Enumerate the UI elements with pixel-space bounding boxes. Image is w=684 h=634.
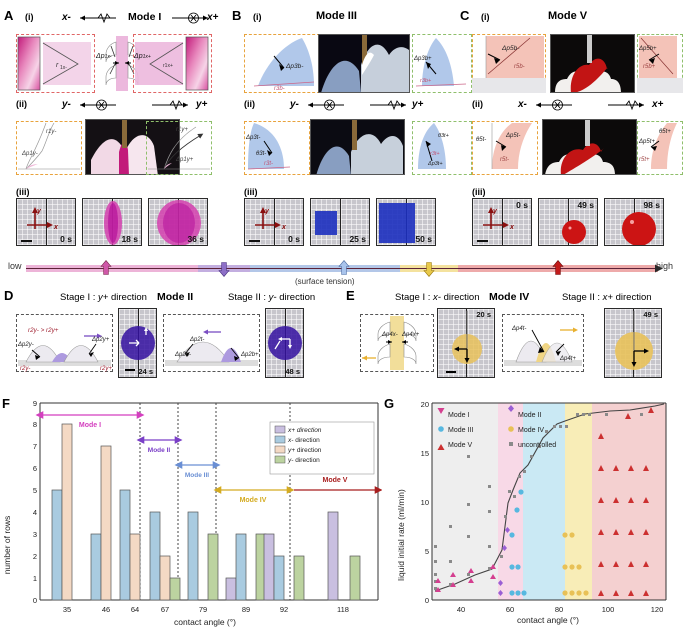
svg-text:6: 6 xyxy=(33,464,37,473)
svg-text:Δp4t-: Δp4t- xyxy=(511,326,526,332)
svg-text:Δp4t+: Δp4t+ xyxy=(559,356,576,362)
svg-text:Δp3b+: Δp3b+ xyxy=(413,56,432,62)
svg-text:Mode I: Mode I xyxy=(448,412,469,419)
svg-text:uncontrolled: uncontrolled xyxy=(518,442,556,449)
svg-text:θ5t+: θ5t+ xyxy=(659,129,671,135)
svg-text:r2y-: r2y- xyxy=(20,366,30,372)
svg-text:46: 46 xyxy=(102,605,110,614)
svg-text:Δp1y+: Δp1y+ xyxy=(175,157,194,163)
svg-text:r2y- > r2y+: r2y- > r2y+ xyxy=(28,327,59,334)
svg-text:0: 0 xyxy=(425,596,429,605)
svg-text:x: x xyxy=(53,224,59,231)
svg-text:Δp2b+: Δp2b+ xyxy=(240,352,259,358)
svg-text:5: 5 xyxy=(425,547,429,556)
svg-text:r3b-: r3b- xyxy=(274,86,285,92)
svg-text:contact angle (°): contact angle (°) xyxy=(517,615,579,625)
svg-text:Δp4x+: Δp4x+ xyxy=(401,332,420,338)
svg-text:r3t-: r3t- xyxy=(264,161,273,167)
svg-text:Mode II: Mode II xyxy=(518,412,541,419)
svg-text:0: 0 xyxy=(33,596,37,605)
svg-text:9: 9 xyxy=(33,399,37,408)
svg-text:r3t+: r3t+ xyxy=(430,151,440,157)
svg-text:Mode IV: Mode IV xyxy=(240,497,267,504)
svg-text:2: 2 xyxy=(33,552,37,561)
svg-text:Δp3t-: Δp3t- xyxy=(245,135,260,141)
svg-text:Mode I: Mode I xyxy=(79,422,101,429)
svg-text:r5b+: r5b+ xyxy=(643,64,656,70)
svg-text:64: 64 xyxy=(131,605,139,614)
svg-text:r5t-: r5t- xyxy=(500,157,509,163)
svg-text:x: x xyxy=(509,224,515,231)
svg-text:r5b-: r5b- xyxy=(514,64,525,70)
svg-text:100: 100 xyxy=(602,605,615,614)
svg-text:θ3t+: θ3t+ xyxy=(438,133,450,139)
svg-text:Mode V: Mode V xyxy=(448,442,472,449)
svg-text:10: 10 xyxy=(421,498,429,507)
svg-text:40: 40 xyxy=(457,605,465,614)
svg-text:Δp1y-: Δp1y- xyxy=(21,151,38,157)
svg-text:y+ direction: y+ direction xyxy=(287,447,322,454)
svg-text:1: 1 xyxy=(33,574,37,583)
svg-text:79: 79 xyxy=(199,605,207,614)
svg-text:number of rows: number of rows xyxy=(2,516,12,575)
svg-text:35: 35 xyxy=(63,605,71,614)
svg-text:Δp3t+: Δp3t+ xyxy=(427,161,443,167)
svg-text:x: x xyxy=(281,224,287,231)
svg-text:67: 67 xyxy=(161,605,169,614)
svg-text:r1x+: r1x+ xyxy=(163,63,173,69)
svg-text:Δp5t-: Δp5t- xyxy=(505,133,520,139)
svg-text:60: 60 xyxy=(506,605,514,614)
svg-text:r1y-: r1y- xyxy=(46,129,56,135)
svg-text:Mode III: Mode III xyxy=(185,472,209,479)
svg-text:118: 118 xyxy=(337,605,349,614)
svg-text:y- direction: y- direction xyxy=(287,457,320,464)
svg-text:4: 4 xyxy=(33,508,37,517)
svg-text:3: 3 xyxy=(33,530,37,539)
svg-text:Δp4x-: Δp4x- xyxy=(381,332,398,338)
svg-text:Mode V: Mode V xyxy=(323,477,348,484)
svg-text:Δp2y-: Δp2y- xyxy=(17,342,34,348)
svg-text:y: y xyxy=(36,208,42,215)
svg-text:Δp2t-: Δp2t- xyxy=(189,337,204,343)
svg-text:1x-: 1x- xyxy=(60,65,67,71)
svg-text:20: 20 xyxy=(421,400,429,409)
svg-text:θ3t-: θ3t- xyxy=(256,151,266,157)
svg-text:Δp5b-: Δp5b- xyxy=(501,45,520,52)
svg-text:Mode IV: Mode IV xyxy=(518,427,544,434)
svg-text:Δp5t+: Δp5t+ xyxy=(638,139,655,145)
svg-text:r2y+: r2y+ xyxy=(100,366,112,372)
svg-text:120: 120 xyxy=(651,605,664,614)
svg-text:r3b+: r3b+ xyxy=(420,78,432,84)
svg-text:Δp2y+: Δp2y+ xyxy=(91,337,110,343)
svg-text:5: 5 xyxy=(33,486,37,495)
svg-text:Δp5b+: Δp5b+ xyxy=(638,46,657,52)
svg-text:y: y xyxy=(264,208,270,215)
svg-text:Δp2b-: Δp2b- xyxy=(174,352,191,358)
svg-text:r1y+: r1y+ xyxy=(176,127,188,133)
svg-text:7: 7 xyxy=(33,442,37,451)
svg-text:Mode II: Mode II xyxy=(148,447,171,454)
svg-text:liquid initial rate (ml/min): liquid initial rate (ml/min) xyxy=(396,489,406,581)
svg-text:15: 15 xyxy=(421,449,429,458)
svg-text:8: 8 xyxy=(33,420,37,429)
svg-text:r5t+: r5t+ xyxy=(639,157,650,163)
svg-text:θ5t-: θ5t- xyxy=(476,137,486,143)
svg-text:92: 92 xyxy=(280,605,288,614)
svg-text:x+ direction: x+ direction xyxy=(287,427,322,434)
svg-text:x- direction: x- direction xyxy=(287,437,320,444)
svg-text:y: y xyxy=(492,208,498,215)
svg-text:80: 80 xyxy=(555,605,563,614)
svg-text:Mode III: Mode III xyxy=(448,427,473,434)
svg-text:89: 89 xyxy=(242,605,250,614)
svg-text:Δp3b-: Δp3b- xyxy=(285,63,304,70)
svg-text:contact angle (°): contact angle (°) xyxy=(174,617,236,627)
